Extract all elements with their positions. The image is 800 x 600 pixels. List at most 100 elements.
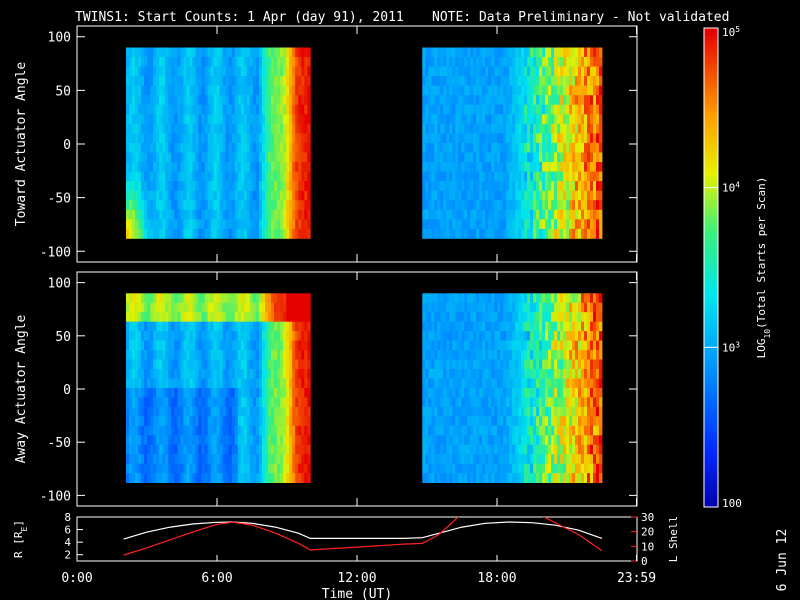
heatmap-cell bbox=[153, 293, 157, 304]
heatmap-cell bbox=[186, 85, 190, 96]
heatmap-cell bbox=[500, 302, 504, 313]
heatmap-cell bbox=[295, 406, 299, 417]
heatmap-cell bbox=[533, 152, 537, 163]
heatmap-cell bbox=[138, 369, 142, 379]
heatmap-cell bbox=[521, 350, 525, 360]
heatmap-cell bbox=[488, 57, 492, 67]
heatmap-cell bbox=[467, 312, 471, 323]
heatmap-cell bbox=[593, 57, 597, 67]
heatmap-cell bbox=[234, 340, 239, 351]
heatmap-cell bbox=[138, 397, 142, 408]
heatmap-cell bbox=[488, 369, 492, 379]
heatmap-cell bbox=[228, 200, 233, 211]
heatmap-cell bbox=[434, 312, 438, 323]
heatmap-cell bbox=[542, 454, 546, 465]
heatmap-cell bbox=[265, 369, 269, 379]
colorbar-segment bbox=[704, 48, 718, 53]
heatmap-cell bbox=[476, 406, 480, 417]
heatmap-cell bbox=[301, 209, 305, 220]
heatmap-cell bbox=[126, 293, 130, 304]
heatmap-cell bbox=[593, 416, 597, 427]
heatmap-cell bbox=[563, 312, 567, 323]
heatmap-cell bbox=[162, 152, 166, 163]
heatmap-cell bbox=[509, 312, 513, 323]
heatmap-cell bbox=[225, 181, 230, 191]
heatmap-cell bbox=[575, 152, 579, 163]
colorbar-segment bbox=[704, 111, 718, 117]
heatmap-cell bbox=[138, 425, 142, 436]
heatmap-cell bbox=[500, 473, 504, 483]
heatmap-cell bbox=[225, 463, 230, 474]
heatmap-cell bbox=[503, 47, 507, 58]
heatmap-cell bbox=[183, 378, 187, 389]
heatmap-cell bbox=[201, 378, 205, 389]
heatmap-cell bbox=[449, 359, 453, 370]
heatmap-cell bbox=[509, 416, 513, 427]
heatmap-cell bbox=[237, 406, 242, 417]
heatmap-cell bbox=[464, 171, 468, 182]
heatmap-cell bbox=[446, 340, 450, 351]
heatmap-cell bbox=[213, 57, 217, 67]
heatmap-cell bbox=[560, 302, 564, 313]
heatmap-cell bbox=[186, 387, 190, 398]
heatmap-cell bbox=[286, 47, 290, 58]
heatmap-cell bbox=[458, 219, 462, 230]
heatmap-cell bbox=[524, 397, 528, 408]
heatmap-cell bbox=[545, 152, 549, 163]
heatmap-cell bbox=[491, 190, 495, 201]
heatmap-cell bbox=[545, 340, 549, 351]
heatmap-cell bbox=[596, 312, 600, 323]
heatmap-cell bbox=[449, 454, 453, 465]
heatmap-cell bbox=[425, 47, 429, 58]
heatmap-cell bbox=[222, 95, 227, 106]
heatmap-cell bbox=[560, 416, 564, 427]
heatmap-cell bbox=[219, 321, 224, 332]
heatmap-cell bbox=[548, 350, 552, 360]
heatmap-cell bbox=[461, 387, 465, 398]
heatmap-cell bbox=[171, 406, 175, 417]
heatmap-cell bbox=[467, 302, 471, 313]
heatmap-cell bbox=[506, 454, 510, 465]
heatmap-cell bbox=[428, 85, 432, 96]
heatmap-cell bbox=[476, 454, 480, 465]
heatmap-cell bbox=[533, 190, 537, 201]
heatmap-cell bbox=[213, 406, 217, 417]
heatmap-cell bbox=[428, 406, 432, 417]
heatmap-cell bbox=[234, 190, 239, 201]
heatmap-cell bbox=[274, 350, 278, 360]
heatmap-cell bbox=[461, 162, 465, 172]
heatmap-cell bbox=[304, 219, 308, 230]
heatmap-cell bbox=[168, 228, 172, 239]
heatmap-cell bbox=[566, 228, 570, 239]
heatmap-cell bbox=[129, 76, 133, 86]
heatmap-cell bbox=[563, 142, 567, 153]
heatmap-cell bbox=[307, 190, 311, 201]
heatmap-cell bbox=[578, 321, 582, 332]
heatmap-cell bbox=[204, 209, 208, 220]
heatmap-cell bbox=[524, 463, 528, 474]
heatmap-cell bbox=[147, 444, 151, 455]
heatmap-cell bbox=[506, 369, 510, 379]
heatmap-cell bbox=[530, 152, 534, 163]
heatmap-cell bbox=[153, 219, 157, 230]
colorbar-segment bbox=[704, 91, 718, 97]
heatmap-cell bbox=[177, 397, 181, 408]
heatmap-cell bbox=[283, 76, 287, 86]
heatmap-cell bbox=[271, 416, 275, 427]
heatmap-cell bbox=[503, 57, 507, 67]
heatmap-cell bbox=[274, 142, 278, 153]
heatmap-cell bbox=[192, 425, 196, 436]
heatmap-cell bbox=[500, 123, 504, 134]
heatmap-cell bbox=[283, 66, 287, 77]
heatmap-cell bbox=[252, 228, 257, 239]
heatmap-cell bbox=[533, 454, 537, 465]
heatmap-cell bbox=[449, 142, 453, 153]
series-line-r bbox=[123, 521, 603, 540]
heatmap-cell bbox=[210, 190, 214, 201]
heatmap-cell bbox=[271, 340, 275, 351]
heatmap-cell bbox=[491, 359, 495, 370]
heatmap-cell bbox=[563, 463, 567, 474]
heatmap-cell bbox=[189, 47, 193, 58]
heatmap-cell bbox=[183, 425, 187, 436]
